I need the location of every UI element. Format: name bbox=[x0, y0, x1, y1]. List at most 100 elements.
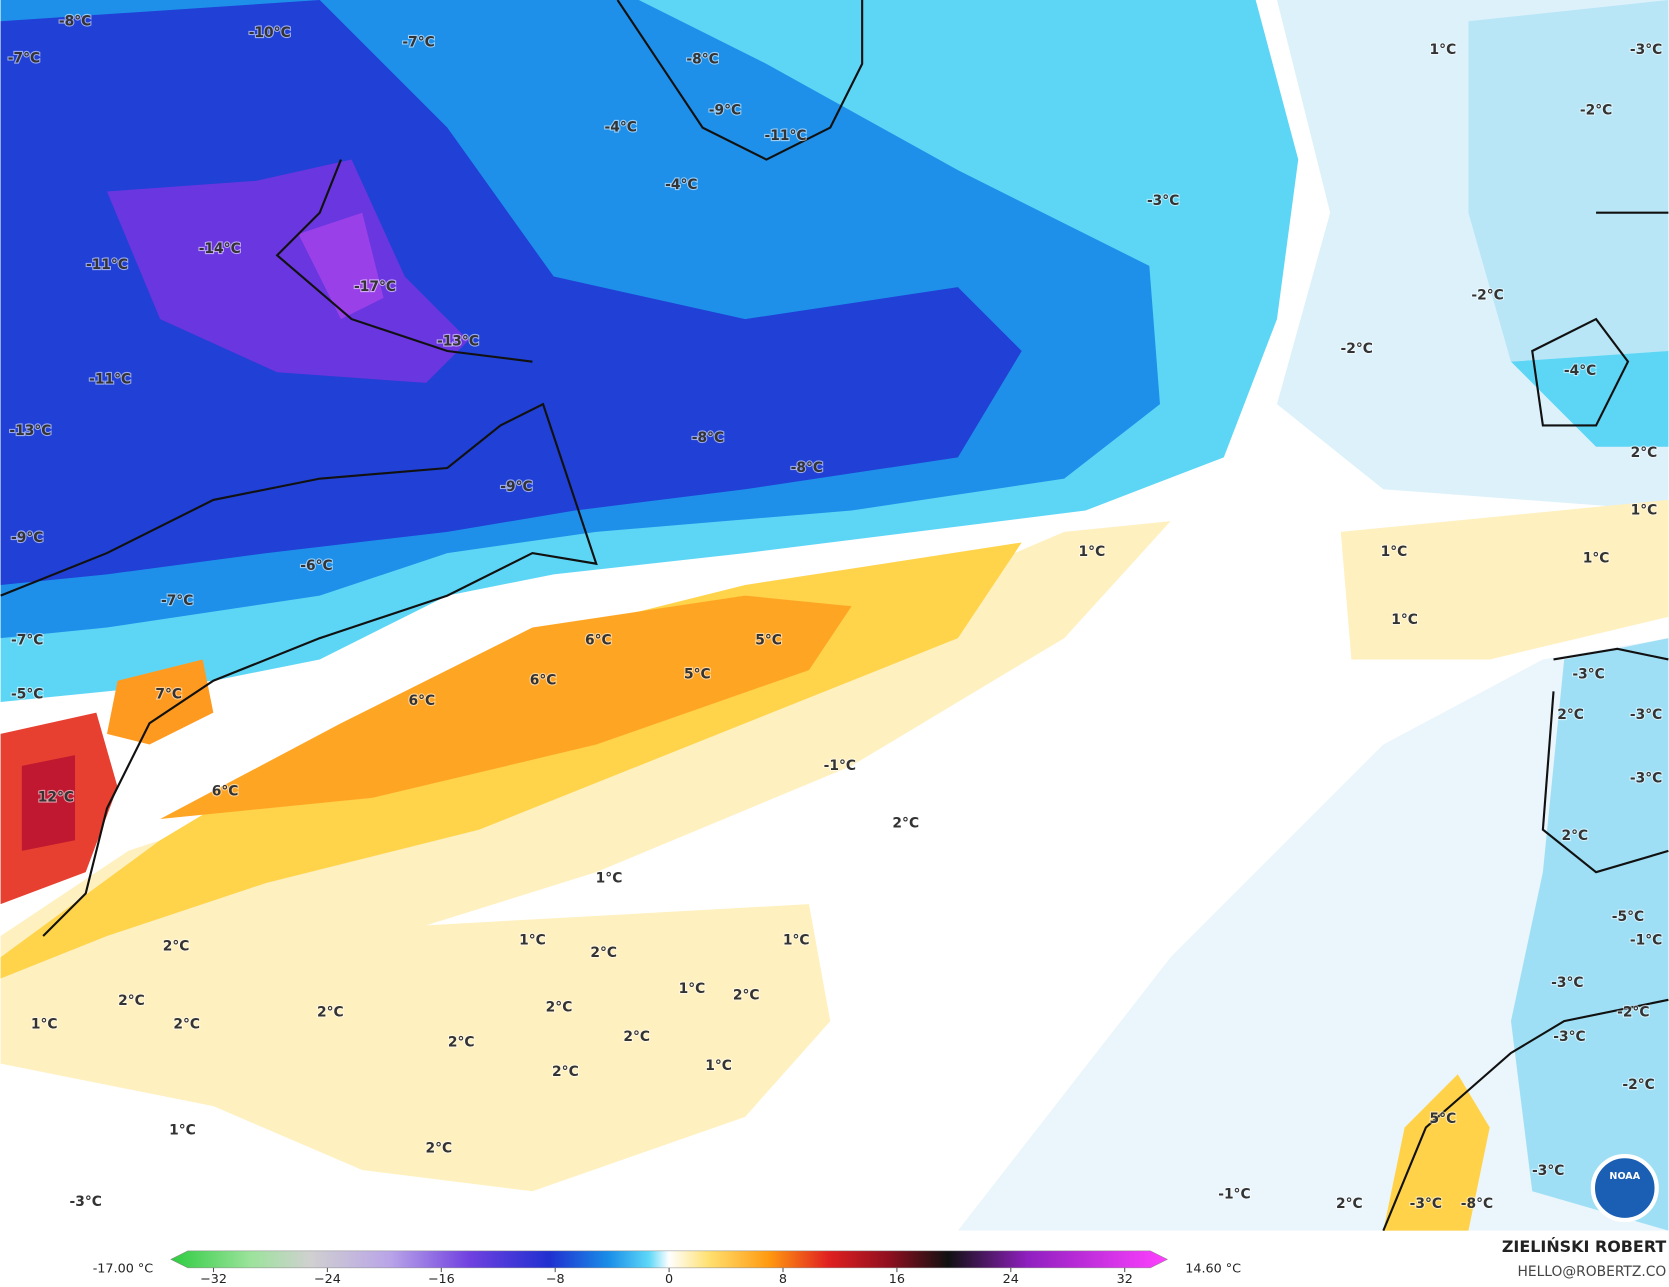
temperature-label: -3°C bbox=[1553, 1029, 1585, 1045]
temperature-label: 2°C bbox=[733, 988, 760, 1004]
temperature-label: -3°C bbox=[70, 1194, 102, 1210]
temperature-label: 1°C bbox=[1391, 612, 1418, 628]
temperature-label: 2°C bbox=[317, 1005, 344, 1021]
temperature-label: -3°C bbox=[1147, 193, 1179, 209]
temperature-label: 6°C bbox=[530, 673, 557, 689]
temperature-label: -9°C bbox=[500, 479, 532, 495]
colorbar-tick-label: −32 bbox=[200, 1272, 227, 1287]
temperature-label: -3°C bbox=[1410, 1196, 1442, 1212]
temperature-label: 2°C bbox=[623, 1029, 650, 1045]
temperature-label: -2°C bbox=[1471, 288, 1503, 304]
temperature-label: -7°C bbox=[8, 51, 40, 67]
temperature-label: 7°C bbox=[155, 687, 182, 703]
temperature-label: 1°C bbox=[1381, 544, 1408, 560]
temperature-label: -3°C bbox=[1551, 975, 1583, 991]
map-field bbox=[0, 0, 1669, 1231]
temperature-label: -4°C bbox=[1564, 363, 1596, 379]
temperature-label: -2°C bbox=[1617, 1005, 1649, 1021]
temperature-label: -8°C bbox=[791, 460, 823, 476]
temperature-label: -3°C bbox=[1532, 1163, 1564, 1179]
temperature-label: -4°C bbox=[605, 120, 637, 136]
temperature-label: -1°C bbox=[1630, 932, 1662, 948]
temperature-label: 1°C bbox=[31, 1016, 58, 1032]
temperature-labels: -8°C -10°C -7°C -7°C -8°C -9°C -11°C -4°C -4°C -3… bbox=[7, 12, 1664, 1213]
temperature-label: 2°C bbox=[448, 1034, 475, 1050]
temperature-label: -11°C bbox=[89, 372, 131, 388]
noaa-logo: NOAA bbox=[1590, 1154, 1659, 1223]
temperature-label: -7°C bbox=[402, 35, 434, 51]
temperature-label: -11°C bbox=[86, 257, 128, 273]
temperature-label: 6°C bbox=[585, 632, 612, 648]
temperature-label: -13°C bbox=[437, 333, 479, 349]
temperature-label: 1°C bbox=[596, 871, 623, 887]
colorbar-tick-label: 16 bbox=[889, 1272, 905, 1287]
colorbar-tick-label: 24 bbox=[1003, 1272, 1019, 1287]
temperature-label: -3°C bbox=[1572, 666, 1604, 682]
temperature-label: -6°C bbox=[300, 558, 332, 574]
temperature-label: -7°C bbox=[161, 593, 193, 609]
temperature-label: -8°C bbox=[692, 430, 724, 446]
temperature-label: -5°C bbox=[11, 687, 43, 703]
temperature-label: -3°C bbox=[1630, 707, 1662, 723]
temperature-label: 12°C bbox=[38, 790, 74, 806]
temperature-label: -2°C bbox=[1341, 341, 1373, 357]
temperature-label: -10°C bbox=[249, 25, 291, 41]
temperature-label: 1°C bbox=[1631, 503, 1658, 519]
temperature-label: -5°C bbox=[1612, 909, 1644, 925]
temperature-label: 2°C bbox=[173, 1016, 200, 1032]
logo-text: NOAA bbox=[1609, 1171, 1640, 1182]
temperature-label: 2°C bbox=[552, 1064, 579, 1080]
temperature-label: -3°C bbox=[1630, 42, 1662, 58]
temperature-label: -8°C bbox=[1461, 1196, 1493, 1212]
temperature-label: 1°C bbox=[1430, 42, 1457, 58]
temperature-label: 5°C bbox=[755, 632, 782, 648]
temperature-label: 1°C bbox=[519, 932, 546, 948]
temperature-label: -4°C bbox=[665, 177, 697, 193]
temperature-label: -7°C bbox=[11, 632, 43, 648]
temperature-label: 2°C bbox=[1557, 707, 1584, 723]
colorbar: −32 −24 −16 −8 0 8 16 24 32 bbox=[170, 1250, 1169, 1287]
temperature-label: 2°C bbox=[1336, 1196, 1363, 1212]
temperature-label: -13°C bbox=[9, 423, 51, 439]
temperature-label: 1°C bbox=[679, 981, 706, 997]
temperature-label: 2°C bbox=[163, 939, 190, 955]
temperature-label: -3°C bbox=[1630, 771, 1662, 787]
temperature-label: 2°C bbox=[892, 815, 919, 831]
colorbar-tick-label: −8 bbox=[546, 1272, 565, 1287]
temperature-label: 5°C bbox=[1430, 1111, 1457, 1127]
temperature-label: 1°C bbox=[1079, 544, 1106, 560]
temperature-label: 1°C bbox=[705, 1058, 732, 1074]
temperature-label: 2°C bbox=[546, 999, 573, 1015]
credit-name: ZIELIŃSKI ROBERT bbox=[1502, 1237, 1667, 1256]
temperature-label: -9°C bbox=[11, 530, 43, 546]
temperature-label: 2°C bbox=[1561, 828, 1588, 844]
colorbar-tick-label: 8 bbox=[779, 1272, 787, 1287]
temperature-label: -17°C bbox=[354, 279, 396, 295]
colorbar-tick-label: 32 bbox=[1117, 1272, 1133, 1287]
colorbar-max: 14.60 °C bbox=[1185, 1261, 1241, 1276]
colorbar-min: -17.00 °C bbox=[93, 1261, 154, 1276]
credit-email: HELLO@ROBERTZ.CO bbox=[1517, 1264, 1666, 1280]
colorbar-tick-label: −16 bbox=[428, 1272, 455, 1287]
temperature-label: -11°C bbox=[765, 128, 807, 144]
colorbar-tick-label: 0 bbox=[665, 1272, 673, 1287]
temperature-label: 1°C bbox=[169, 1123, 196, 1139]
temperature-label: 2°C bbox=[1631, 445, 1658, 461]
colorbar-tick-label: −24 bbox=[314, 1272, 341, 1287]
temperature-label: 2°C bbox=[118, 993, 145, 1009]
temperature-label: 2°C bbox=[425, 1141, 452, 1157]
temperature-label: 1°C bbox=[783, 932, 810, 948]
temperature-label: -2°C bbox=[1622, 1077, 1654, 1093]
temperature-label: 5°C bbox=[684, 666, 711, 682]
temperature-label: -2°C bbox=[1580, 103, 1612, 119]
temperature-label: 1°C bbox=[1583, 550, 1610, 566]
temperature-label: -9°C bbox=[709, 103, 741, 119]
temperature-label: -1°C bbox=[1218, 1186, 1250, 1202]
temperature-label: 6°C bbox=[408, 693, 435, 709]
coastlines bbox=[0, 0, 1669, 1232]
temperature-label: -1°C bbox=[824, 758, 856, 774]
temperature-label: 2°C bbox=[590, 945, 617, 961]
temperature-label: -14°C bbox=[199, 241, 241, 257]
temperature-label: 6°C bbox=[212, 783, 239, 799]
